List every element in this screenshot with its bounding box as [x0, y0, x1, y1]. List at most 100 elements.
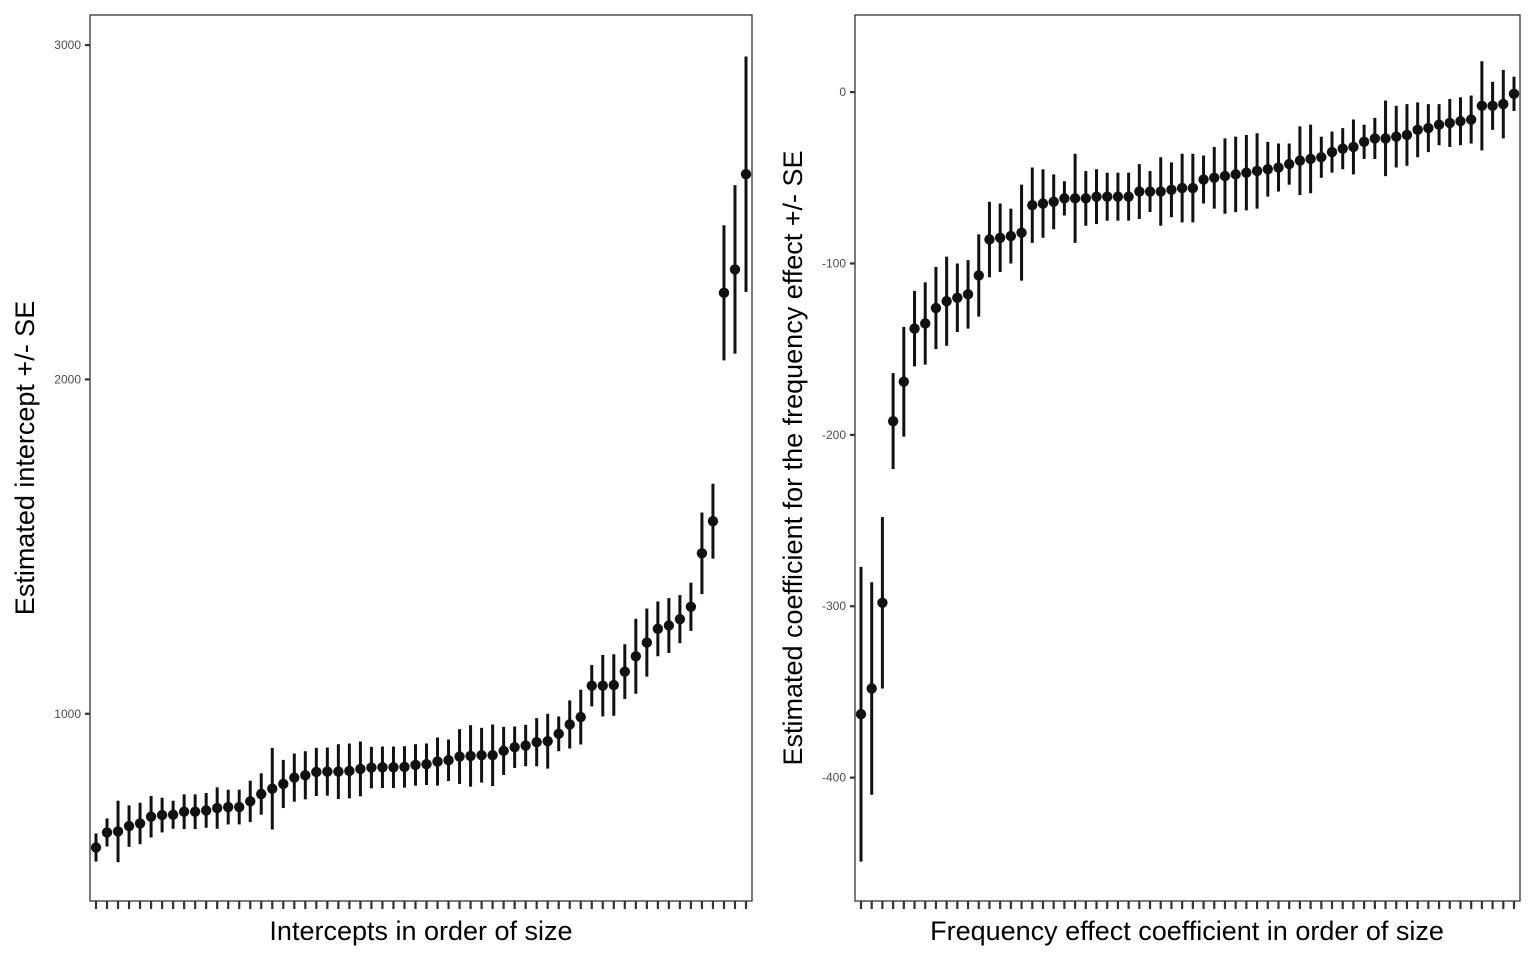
frequency-point — [887, 415, 899, 427]
intercept-point — [410, 759, 421, 771]
intercept-point — [542, 735, 553, 747]
intercept-point — [608, 679, 619, 691]
frequency-point — [1455, 116, 1466, 127]
intercept-point — [597, 680, 608, 691]
intercept-x-axis — [94, 901, 748, 909]
intercept-point — [509, 742, 520, 753]
frequency-marks — [855, 61, 1520, 862]
frequency-point — [984, 234, 995, 245]
intercept-point — [134, 818, 146, 829]
intercept-point — [377, 762, 388, 773]
frequency-point — [1305, 153, 1316, 165]
intercept-point — [663, 620, 675, 631]
intercept-point — [630, 651, 642, 662]
frequency-point — [1069, 193, 1081, 204]
intercept-point — [101, 827, 113, 838]
frequency-point — [1391, 131, 1402, 142]
frequency-point — [1262, 164, 1273, 175]
frequency-point — [898, 376, 910, 387]
intercept-point — [234, 801, 245, 813]
intercept-point — [619, 666, 631, 677]
intercept-point — [344, 765, 355, 777]
intercept-point — [465, 750, 476, 762]
frequency-point — [1433, 119, 1445, 130]
frequency-point — [1112, 191, 1124, 202]
intercept-point — [718, 287, 730, 299]
frequency-point — [1465, 114, 1477, 125]
frequency-point — [962, 289, 974, 300]
intercept-point — [520, 740, 531, 751]
intercept-point — [223, 801, 234, 813]
intercept-plot-border — [89, 14, 753, 902]
frequency-y-tick-label: 0 — [839, 85, 846, 99]
frequency-point — [1348, 141, 1359, 153]
frequency-x-axis — [859, 901, 1516, 909]
frequency-point — [1230, 169, 1241, 180]
frequency-point — [941, 295, 952, 307]
intercept-point — [729, 264, 741, 275]
frequency-point — [1358, 136, 1370, 148]
frequency-point — [930, 302, 942, 314]
intercept-point — [322, 766, 333, 777]
frequency-point — [1027, 200, 1038, 211]
frequency-y-axis: 0 -100 -200 -300 -400 — [822, 85, 855, 785]
intercept-point — [145, 811, 157, 822]
intercept-y-tick-label: 1000 — [54, 707, 81, 721]
intercept-point — [267, 783, 278, 794]
frequency-point — [1059, 193, 1070, 204]
frequency-point — [1155, 186, 1166, 197]
intercept-point — [564, 719, 575, 730]
frequency-plot-border — [854, 14, 1521, 902]
intercept-point — [211, 802, 223, 814]
intercept-point — [167, 809, 179, 820]
frequency-point — [1123, 191, 1134, 202]
frequency-point — [866, 683, 877, 694]
intercept-point — [311, 766, 322, 778]
frequency-point — [1144, 186, 1156, 197]
frequency-point — [1198, 174, 1209, 185]
frequency-point — [1048, 196, 1059, 207]
intercept-point — [740, 168, 752, 180]
intercept-point — [245, 796, 256, 807]
frequency-point — [1219, 170, 1231, 182]
intercept-point — [575, 711, 586, 723]
frequency-y-tick-label: -100 — [822, 256, 846, 270]
intercept-point — [641, 637, 653, 648]
frequency-point — [1337, 143, 1348, 154]
intercept-point — [685, 601, 697, 612]
intercept-point — [399, 761, 410, 773]
intercept-point — [123, 820, 135, 832]
frequency-panel: 0 -100 -200 -300 -400 Frequency effect coeff… — [778, 14, 1521, 946]
frequency-point — [1423, 122, 1434, 134]
intercept-point — [333, 766, 344, 777]
intercept-y-tick-label: 2000 — [54, 372, 81, 386]
intercept-panel: 1000 2000 3000 Intercepts in order of size… — [10, 14, 753, 946]
intercept-point — [498, 745, 509, 757]
intercept-point — [652, 623, 664, 635]
frequency-point — [1005, 230, 1017, 242]
intercept-point — [289, 772, 300, 783]
intercept-point — [256, 788, 267, 800]
frequency-point — [1134, 186, 1145, 197]
frequency-y-axis-title: Estimated coefficient for the frequency … — [778, 150, 808, 765]
frequency-point — [1508, 88, 1520, 100]
intercept-point — [443, 755, 454, 766]
intercept-y-axis: 1000 2000 3000 — [54, 38, 90, 721]
frequency-point — [1476, 100, 1488, 112]
frequency-point — [1380, 133, 1391, 144]
intercept-point — [531, 736, 542, 748]
intercept-point — [156, 809, 168, 821]
frequency-point — [952, 292, 963, 303]
frequency-point — [877, 597, 888, 609]
frequency-point — [1369, 133, 1381, 144]
frequency-point — [909, 323, 920, 334]
intercept-point — [487, 750, 498, 761]
frequency-point — [1401, 129, 1413, 141]
frequency-point — [1166, 184, 1177, 196]
intercept-point — [300, 770, 311, 781]
frequency-y-tick-label: -300 — [822, 599, 846, 613]
intercept-x-axis-title: Intercepts in order of size — [269, 916, 572, 946]
frequency-point — [1209, 172, 1220, 184]
frequency-point — [1316, 152, 1327, 163]
intercept-point — [674, 613, 686, 625]
